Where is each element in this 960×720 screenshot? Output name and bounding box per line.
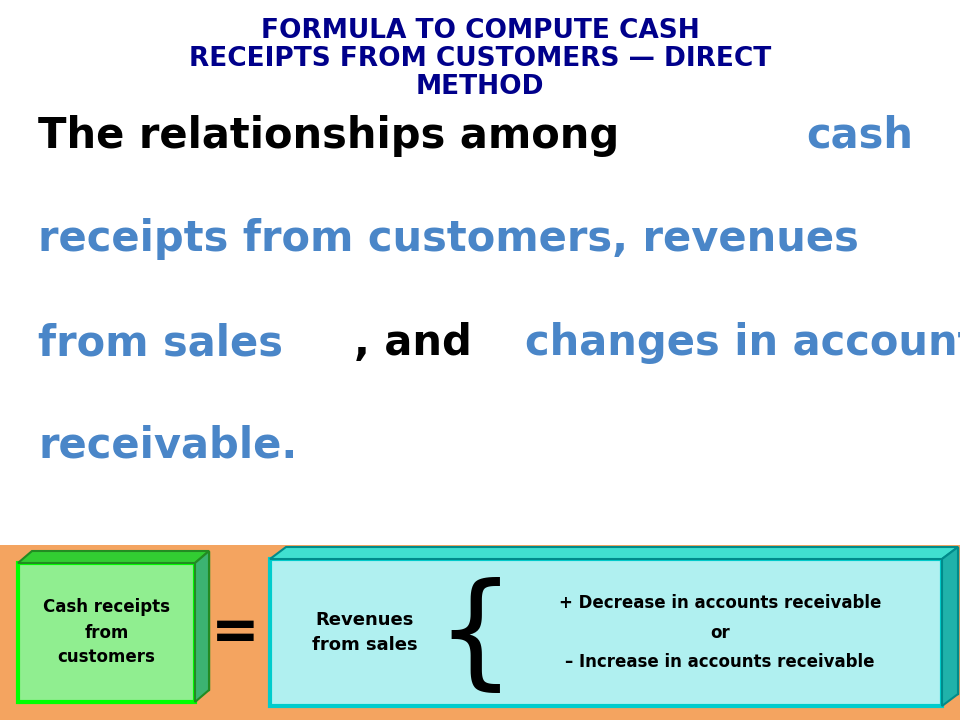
Bar: [18, 563, 195, 702]
Text: cash: cash: [806, 115, 914, 157]
Text: =: =: [210, 604, 259, 661]
Text: from sales: from sales: [38, 322, 283, 364]
Text: changes in accounts: changes in accounts: [525, 322, 960, 364]
Polygon shape: [270, 547, 958, 559]
Text: + Decrease in accounts receivable
or
– Increase in accounts receivable: + Decrease in accounts receivable or – I…: [559, 594, 881, 671]
Text: receipts from customers, revenues: receipts from customers, revenues: [38, 218, 859, 260]
Text: RECEIPTS FROM CUSTOMERS — DIRECT: RECEIPTS FROM CUSTOMERS — DIRECT: [189, 46, 771, 72]
Bar: [270, 559, 942, 706]
Text: Cash receipts
from
customers: Cash receipts from customers: [43, 598, 170, 667]
Text: , and: , and: [354, 322, 487, 364]
Polygon shape: [942, 547, 958, 706]
Polygon shape: [195, 551, 209, 702]
Text: {: {: [435, 577, 515, 698]
Bar: [286, 547, 958, 694]
Text: FORMULA TO COMPUTE CASH: FORMULA TO COMPUTE CASH: [260, 18, 700, 44]
Bar: [32, 551, 209, 690]
Bar: [0, 545, 960, 720]
Text: The relationships among: The relationships among: [38, 115, 634, 157]
Text: METHOD: METHOD: [416, 74, 544, 100]
Polygon shape: [18, 551, 209, 563]
Text: receivable.: receivable.: [38, 425, 298, 467]
Text: Revenues
from sales: Revenues from sales: [312, 611, 418, 654]
